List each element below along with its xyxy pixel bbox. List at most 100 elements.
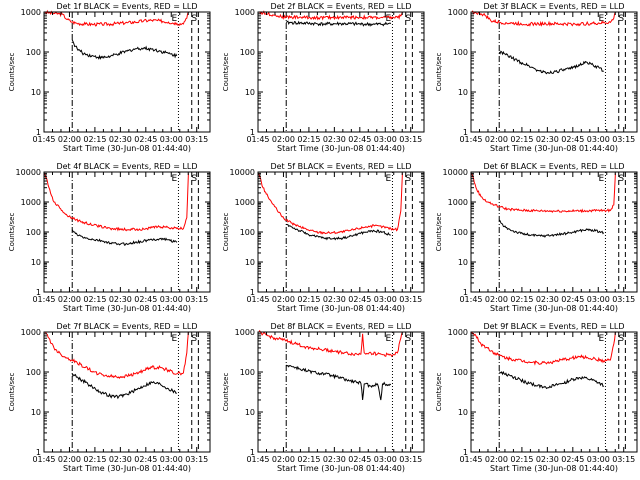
x-tick-label: 02:30 (536, 455, 559, 464)
x-tick-label: 01:45 (246, 455, 269, 464)
x-tick-label: 03:15 (612, 295, 635, 304)
marker-label: S (618, 334, 624, 344)
y-tick-label: 10000 (443, 168, 468, 177)
y-tick-label: 1000 (448, 198, 468, 207)
marker-label: S (618, 174, 624, 184)
y-axis-label: Counts/sec (435, 53, 443, 92)
x-tick-label: 02:30 (109, 135, 132, 144)
x-tick-label: 02:30 (109, 455, 132, 464)
y-axis-label: Counts/sec (222, 53, 230, 92)
y-tick-label: 100 (240, 228, 255, 237)
lld-series-line (44, 331, 189, 379)
x-tick-label: 02:45 (134, 135, 157, 144)
lld-series-line (471, 10, 616, 27)
panel-det-7: Det 7f BLACK = Events, RED = LLD E S 1 10 100… (8, 322, 211, 473)
y-tick-label: 10 (31, 408, 41, 417)
x-tick-label: 02:00 (272, 455, 295, 464)
events-series-line (285, 20, 392, 27)
y-tick-label: 10 (458, 88, 468, 97)
y-tick-label: 1 (463, 448, 468, 457)
y-tick-label: 100 (26, 368, 41, 377)
marker-label: S (191, 334, 197, 344)
x-tick-label: 02:15 (297, 135, 320, 144)
events-series-line (286, 223, 391, 241)
y-tick-label: 10 (458, 408, 468, 417)
y-tick-label: 100 (453, 228, 468, 237)
panel-det-8: Det 8f BLACK = Events, RED = LLD E S 1 10 100… (222, 322, 425, 473)
lld-series-line (471, 331, 616, 366)
marker-label: E (598, 174, 604, 184)
plot-frame (43, 331, 211, 453)
x-tick-label: 03:00 (160, 135, 183, 144)
events-series-line (71, 229, 178, 246)
panel-det-6: Det 6f BLACK = Events, RED = LLD E S 1 10 100… (435, 162, 638, 313)
panel-title: Det 6f BLACK = Events, RED = LLD (483, 162, 624, 171)
y-axis-label: Counts/sec (8, 53, 16, 92)
x-tick-label: 02:15 (83, 455, 106, 464)
x-tick-label: 03:15 (399, 295, 422, 304)
x-tick-label: 01:45 (32, 135, 55, 144)
y-tick-label: 10 (245, 88, 255, 97)
x-tick-label: 03:15 (612, 135, 635, 144)
x-tick-label: 02:45 (348, 455, 371, 464)
x-tick-label: 02:15 (510, 295, 533, 304)
events-series-line (499, 370, 605, 390)
y-axis-label: Counts/sec (8, 213, 16, 252)
y-tick-label: 100 (453, 368, 468, 377)
y-tick-label: 1000 (235, 198, 255, 207)
marker-label: E (385, 334, 391, 344)
lld-series-line (258, 173, 403, 235)
panel-title: Det 5f BLACK = Events, RED = LLD (270, 162, 411, 171)
y-tick-label: 1 (463, 128, 468, 137)
lld-series-line (44, 9, 189, 27)
marker-label: E (598, 14, 604, 24)
y-tick-label: 10 (245, 408, 255, 417)
lld-series-line (258, 10, 403, 21)
x-tick-label: 01:45 (246, 295, 269, 304)
marker-label: S (191, 14, 197, 24)
y-tick-label: 1000 (448, 8, 468, 17)
y-tick-label: 10 (245, 258, 255, 267)
x-tick-label: 03:15 (399, 455, 422, 464)
y-tick-label: 1000 (448, 328, 468, 337)
x-tick-label: 02:30 (323, 295, 346, 304)
panel-title: Det 1f BLACK = Events, RED = LLD (56, 2, 197, 11)
panel-det-4: Det 4f BLACK = Events, RED = LLD E S 1 10 100… (8, 162, 211, 313)
marker-label: E (171, 334, 177, 344)
x-tick-label: 01:45 (32, 295, 55, 304)
y-tick-label: 1000 (21, 328, 41, 337)
marker-label: S (191, 174, 197, 184)
x-tick-label: 01:45 (459, 135, 482, 144)
plot-frame (257, 11, 425, 133)
marker-label: S (405, 174, 411, 184)
panel-title: Det 9f BLACK = Events, RED = LLD (483, 322, 624, 331)
x-tick-label: 02:00 (272, 135, 295, 144)
x-tick-label: 02:30 (109, 295, 132, 304)
x-tick-label: 03:00 (374, 455, 397, 464)
x-tick-label: 02:30 (323, 455, 346, 464)
x-tick-label: 02:30 (536, 295, 559, 304)
x-tick-label: 02:00 (58, 295, 81, 304)
y-tick-label: 1000 (235, 8, 255, 17)
y-tick-label: 1 (36, 448, 41, 457)
marker-label: S (405, 14, 411, 24)
x-tick-label: 02:45 (348, 135, 371, 144)
panel-title: Det 2f BLACK = Events, RED = LLD (270, 2, 411, 11)
x-tick-label: 02:00 (485, 455, 508, 464)
x-tick-label: 02:45 (348, 295, 371, 304)
x-tick-label: 02:15 (83, 295, 106, 304)
x-tick-label: 03:15 (185, 135, 208, 144)
events-series-line (71, 373, 178, 400)
plot-frame (470, 171, 638, 293)
y-axis-label: Counts/sec (435, 213, 443, 252)
x-tick-label: 02:00 (272, 295, 295, 304)
x-axis-label: Start Time (30-Jun-08 01:44:40) (277, 464, 405, 473)
x-tick-label: 03:00 (587, 455, 610, 464)
marker-label: E (171, 174, 177, 184)
y-tick-label: 100 (26, 228, 41, 237)
x-axis-label: Start Time (30-Jun-08 01:44:40) (490, 464, 618, 473)
panel-title: Det 7f BLACK = Events, RED = LLD (56, 322, 197, 331)
y-tick-label: 10000 (230, 168, 255, 177)
panel-det-1: Det 1f BLACK = Events, RED = LLD E S 1 10 100… (8, 2, 211, 153)
